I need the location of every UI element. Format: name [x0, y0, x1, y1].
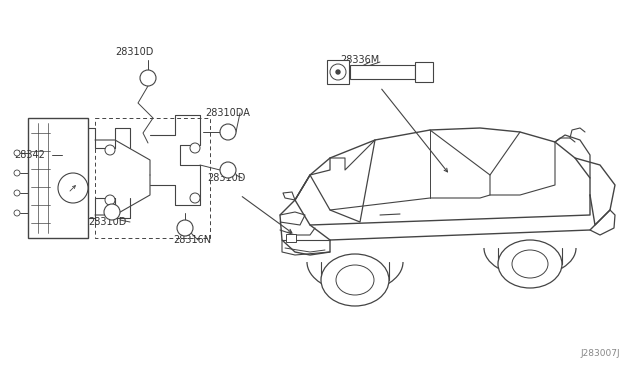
- Bar: [415, 62, 433, 82]
- Circle shape: [14, 190, 20, 196]
- Circle shape: [105, 145, 115, 155]
- Text: 28316N: 28316N: [173, 235, 211, 245]
- Circle shape: [14, 150, 20, 156]
- Text: 28310D: 28310D: [115, 47, 154, 57]
- Circle shape: [330, 64, 346, 80]
- Circle shape: [190, 193, 200, 203]
- Ellipse shape: [321, 254, 389, 306]
- Ellipse shape: [336, 265, 374, 295]
- Circle shape: [220, 124, 236, 140]
- Ellipse shape: [498, 240, 562, 288]
- Bar: [28, 118, 88, 238]
- Circle shape: [140, 70, 156, 86]
- Circle shape: [177, 220, 193, 236]
- Circle shape: [336, 70, 340, 74]
- Bar: [327, 60, 349, 84]
- Circle shape: [14, 170, 20, 176]
- Ellipse shape: [512, 250, 548, 278]
- Bar: [350, 65, 415, 79]
- Text: 28310D: 28310D: [88, 217, 126, 227]
- Circle shape: [58, 173, 88, 203]
- Circle shape: [104, 204, 120, 220]
- Text: 28310DA: 28310DA: [205, 108, 250, 118]
- Text: 28336M: 28336M: [340, 55, 380, 65]
- Text: J283007J: J283007J: [580, 349, 620, 358]
- Text: 28310D: 28310D: [207, 173, 245, 183]
- Bar: [286, 234, 296, 242]
- Circle shape: [14, 210, 20, 216]
- Circle shape: [105, 195, 115, 205]
- Circle shape: [190, 143, 200, 153]
- Circle shape: [220, 162, 236, 178]
- Text: 28342: 28342: [14, 150, 45, 160]
